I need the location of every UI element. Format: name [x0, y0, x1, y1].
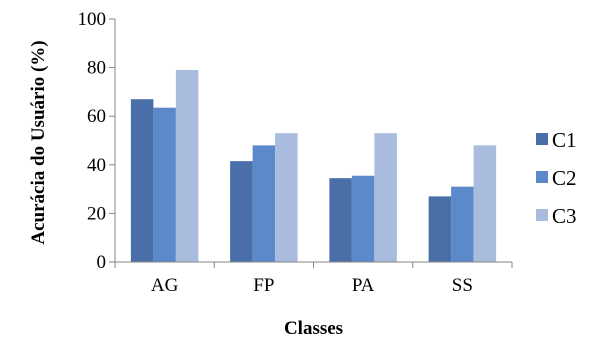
legend-label-c1: C1 [552, 128, 577, 152]
y-axis-ticks: 0 20 40 60 80 100 [78, 9, 115, 273]
legend-swatch-c3 [536, 209, 548, 221]
y-tick-label: 0 [97, 252, 107, 273]
bar-c2-ss [451, 186, 474, 262]
y-axis-title: Acurácia do Usuário (%) [28, 40, 49, 244]
legend-label-c2: C2 [552, 166, 577, 190]
bar-c1-pa [329, 178, 352, 262]
x-tick-label: PA [352, 275, 375, 296]
x-tick-label: SS [452, 275, 473, 296]
bar-c3-fp [275, 133, 298, 262]
x-tick-label: AG [151, 275, 179, 296]
bar-c3-ss [473, 145, 497, 262]
bar-c2-fp [252, 145, 276, 262]
bar-c3-pa [374, 133, 397, 262]
y-tick-label: 80 [87, 58, 106, 79]
y-tick-label: 40 [87, 155, 106, 176]
legend-swatch-c1 [536, 133, 548, 145]
legend: C1 C2 C3 [536, 128, 577, 228]
y-tick-label: 60 [87, 106, 106, 127]
y-tick-label: 100 [78, 9, 107, 30]
bar-c1-ss [428, 196, 452, 262]
x-tick-label: FP [253, 275, 274, 296]
bars [130, 70, 497, 262]
legend-label-c3: C3 [552, 204, 577, 228]
bar-c1-fp [230, 161, 253, 262]
x-axis-ticks: AG FP PA SS [114, 262, 513, 296]
x-axis-title: Classes [284, 318, 343, 339]
y-tick-label: 20 [87, 203, 106, 224]
bar-c2-ag [153, 107, 176, 262]
legend-swatch-c2 [536, 171, 548, 183]
bar-c3-ag [175, 70, 199, 262]
bar-c2-pa [351, 175, 375, 262]
bar-c1-ag [130, 99, 154, 262]
